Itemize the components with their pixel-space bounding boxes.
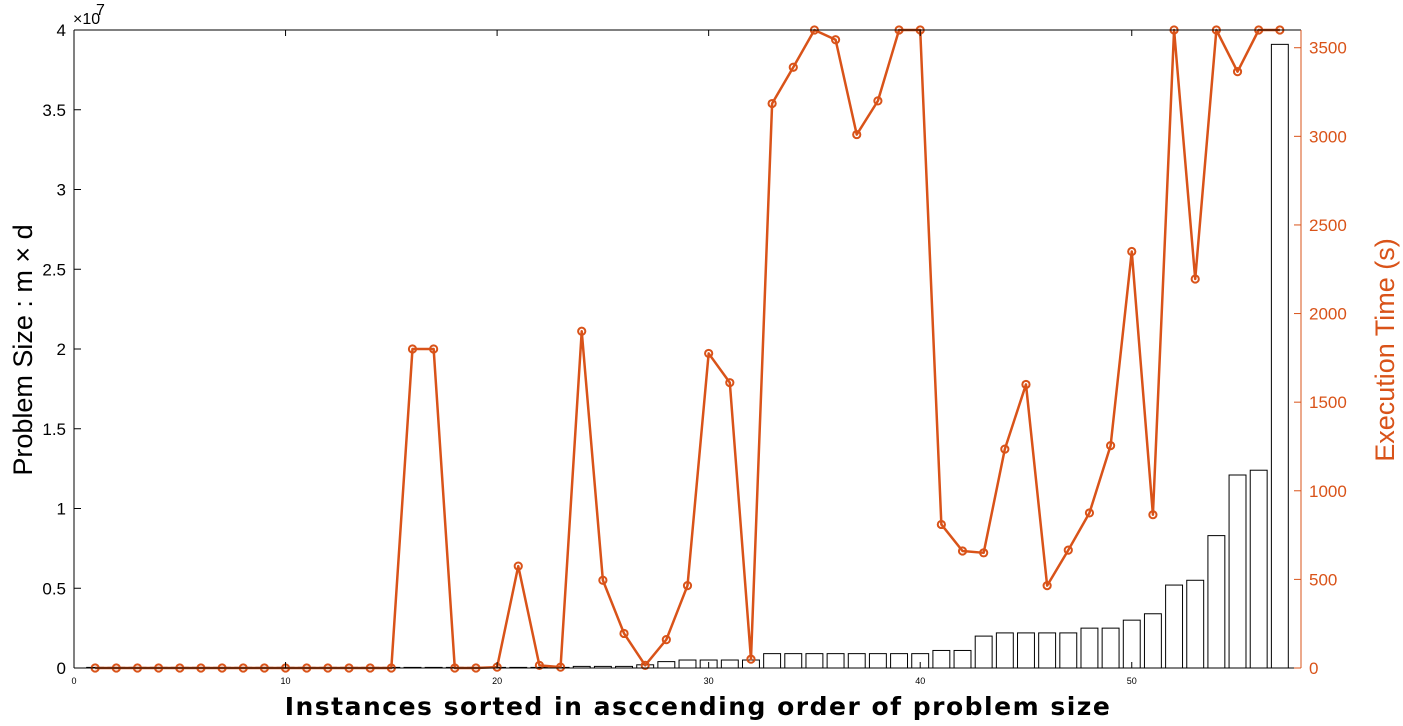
problem-size-bar <box>953 649 972 669</box>
x-tick-label: 20 <box>492 676 502 686</box>
y-left-tick-label: 2 <box>57 340 66 359</box>
execution-time-point <box>788 62 798 72</box>
execution-time-point <box>1063 545 1073 555</box>
problem-size-bar <box>1249 469 1268 669</box>
x-tick-label: 30 <box>704 676 714 686</box>
y-axis-left-label: Problem Size : m × d <box>8 224 38 475</box>
problem-size-bar <box>678 659 697 669</box>
problem-size-bar <box>1059 632 1078 669</box>
execution-time-point <box>852 129 862 140</box>
problem-size-bar <box>1270 43 1289 669</box>
x-axis-label: Instances sorted in asccending order of … <box>285 692 1112 721</box>
x-tick-label: 0 <box>71 676 76 686</box>
problem-size-bar <box>932 649 951 669</box>
execution-time-point <box>682 580 693 591</box>
execution-time-point <box>704 348 714 359</box>
problem-size-bar <box>742 659 760 669</box>
problem-size-bar <box>1101 627 1120 669</box>
problem-size-bar <box>1186 579 1205 669</box>
y-right-tick-label: 3500 <box>1309 39 1347 58</box>
execution-time-point <box>725 378 735 388</box>
execution-time-point <box>1084 508 1095 518</box>
x-tick-label: 10 <box>281 676 291 686</box>
problem-size-bar <box>805 653 824 669</box>
execution-time-point <box>1148 510 1158 520</box>
y-left-tick-label: 1.5 <box>42 420 66 439</box>
execution-time-point <box>661 635 671 645</box>
y-right-tick-label: 2500 <box>1309 216 1347 235</box>
execution-time-point <box>1232 67 1243 77</box>
execution-time-point <box>746 654 756 664</box>
problem-size-bar <box>1122 619 1141 669</box>
problem-size-bar <box>657 661 676 669</box>
execution-time-point <box>1106 440 1116 451</box>
left-axis-exponent-base: ×10 <box>73 11 100 28</box>
execution-time-point <box>1190 274 1200 284</box>
y-left-tick-label: 4 <box>57 21 66 40</box>
problem-size-bar <box>1165 584 1184 669</box>
problem-size-bar <box>784 653 803 669</box>
execution-time-point <box>767 98 777 109</box>
problem-size-bar <box>1207 535 1226 669</box>
y-right-tick-label: 500 <box>1309 570 1337 589</box>
problem-size-bar <box>1143 613 1162 669</box>
ticks-layer: 0 10 20 30 40 5000.511.522.533.54050010001500… <box>42 21 1346 686</box>
y-left-tick-label: 3.5 <box>42 101 66 120</box>
y-right-tick-label: 3000 <box>1309 127 1347 146</box>
problem-size-bar <box>1228 474 1247 669</box>
problem-size-bar <box>1017 632 1035 669</box>
problem-size-bar <box>1080 627 1099 669</box>
y-left-tick-label: 1 <box>57 500 66 519</box>
x-tick-label: 50 <box>1127 676 1137 686</box>
execution-time-point <box>1127 246 1137 257</box>
execution-time-point <box>534 660 545 670</box>
execution-time-point <box>936 519 946 530</box>
problem-size-bar <box>847 653 866 669</box>
y-right-tick-label: 2000 <box>1309 305 1347 324</box>
execution-time-point <box>640 660 650 670</box>
problem-size-bar <box>868 653 887 669</box>
execution-time-point <box>1000 444 1010 454</box>
problem-size-bar <box>826 653 845 669</box>
left-axis-exponent-power: 7 <box>96 2 105 19</box>
problem-size-bar <box>763 653 782 669</box>
execution-time-point <box>555 662 566 672</box>
y-right-tick-label: 1000 <box>1309 482 1347 501</box>
execution-time-point <box>830 35 841 45</box>
problem-size-bar <box>1038 632 1057 669</box>
execution-time-point <box>407 344 418 354</box>
y-left-tick-label: 0.5 <box>42 579 66 598</box>
y-left-tick-label: 2.5 <box>42 260 66 279</box>
line-layer <box>90 25 1285 673</box>
y-right-tick-label: 0 <box>1309 659 1318 678</box>
execution-time-point <box>1021 379 1031 390</box>
x-tick-label: 40 <box>915 676 925 686</box>
problem-size-bar <box>974 635 993 669</box>
y-left-tick-label: 3 <box>57 181 66 200</box>
problem-size-bar <box>720 659 739 669</box>
execution-time-point <box>513 561 523 571</box>
execution-time-point <box>979 548 989 558</box>
y-axis-right-label: Execution Time (s) <box>1370 238 1400 462</box>
execution-time-point <box>957 546 968 556</box>
y-left-tick-label: 0 <box>57 659 66 678</box>
execution-time-point <box>1042 580 1052 591</box>
problem-size-bar <box>995 632 1014 669</box>
problem-size-bar <box>890 653 909 669</box>
execution-time-point <box>429 344 439 354</box>
execution-time-point <box>873 96 883 106</box>
execution-time-point <box>598 575 608 585</box>
y-right-tick-label: 1500 <box>1309 393 1347 412</box>
execution-time-line <box>95 28 1280 670</box>
execution-time-point <box>619 628 629 639</box>
execution-time-point <box>577 326 587 336</box>
